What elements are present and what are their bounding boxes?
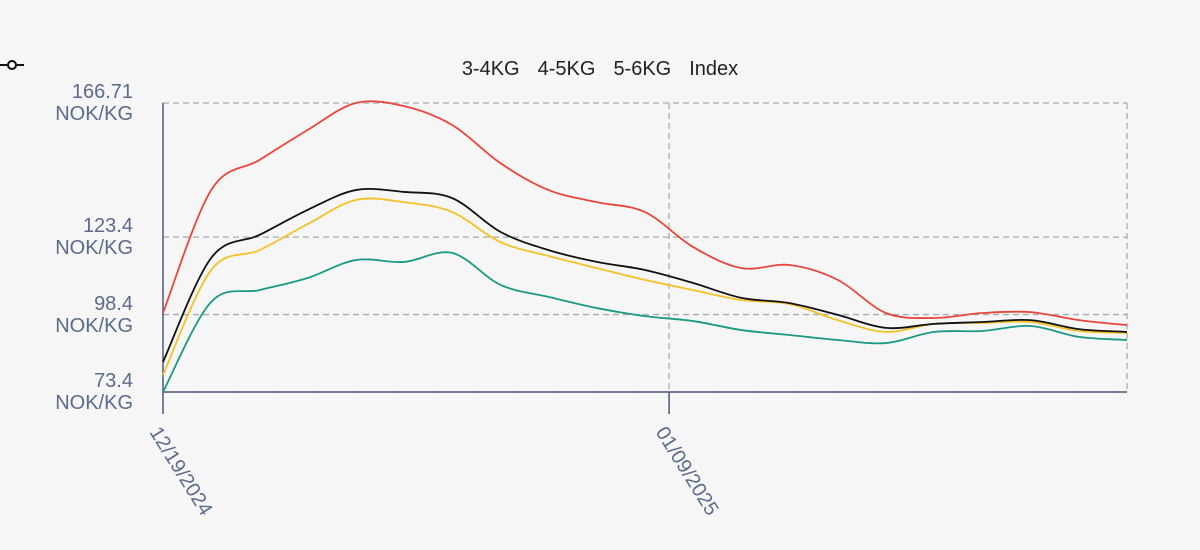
series-line	[162, 188, 1128, 363]
legend-icon	[0, 60, 24, 70]
legend-item[interactable]: 3-4KG	[0, 58, 520, 81]
y-tick-label: 73.4 NOK/KG	[55, 370, 133, 414]
legend-item[interactable]: 4-5KG	[0, 58, 596, 81]
legend-label: 5-6KG	[613, 58, 672, 80]
series-line	[162, 100, 1128, 326]
legend-label: 4-5KG	[537, 58, 596, 80]
legend-label: 3-4KG	[461, 58, 520, 80]
y-tick-label: 123.4 NOK/KG	[55, 215, 133, 260]
y-tick-label: 98.4 NOK/KG	[55, 292, 133, 337]
legend-item[interactable]: Index	[0, 58, 739, 81]
legend-dot	[7, 60, 17, 70]
series-line	[162, 197, 1128, 376]
x-tick-label: 01/09/2025	[651, 423, 723, 520]
legend: 3-4KG 4-5KG 5-6KG Index	[0, 58, 1200, 81]
legend-item[interactable]: 5-6KG	[0, 58, 672, 81]
series-line	[162, 251, 1128, 393]
y-tick-label: 166.71 NOK/KG	[55, 81, 133, 125]
x-tick-label: 12/19/2024	[145, 423, 217, 520]
legend-label: Index	[689, 58, 739, 80]
